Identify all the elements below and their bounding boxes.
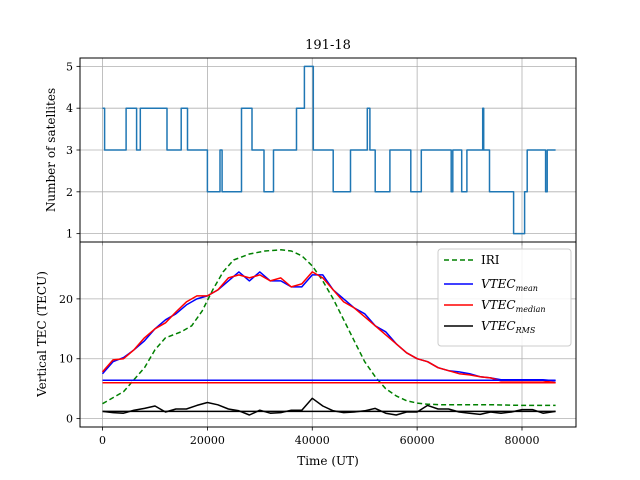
legend-label-iri: IRI xyxy=(481,253,500,267)
series-vtec-median xyxy=(101,271,556,384)
x-axis-label: Time (UT) xyxy=(297,454,359,468)
series-iri xyxy=(102,249,556,407)
x-tick-label: 60000 xyxy=(400,434,435,447)
bottom-y-tick-label: 0 xyxy=(66,413,73,426)
bottom-y-tick-label: 20 xyxy=(59,293,73,306)
top-y-tick-label: 3 xyxy=(66,144,73,157)
bottom-plot-x-ticks: 0 20000 40000 60000 80000 xyxy=(99,427,539,447)
x-tick-label: 40000 xyxy=(295,434,330,447)
x-tick-label: 80000 xyxy=(504,434,539,447)
series-vtec-rms xyxy=(102,397,556,416)
bottom-plot-frame xyxy=(79,241,577,428)
bottom-y-axis-label: Vertical TEC (TECU) xyxy=(35,271,49,398)
bottom-plot-y-ticks: 0 10 20 xyxy=(59,293,80,426)
top-y-tick-label: 5 xyxy=(66,60,73,73)
top-plot-y-ticks: 1 2 3 4 5 xyxy=(66,60,80,241)
legend: IRI VTECmean VTECmedian VTECRMS xyxy=(437,248,572,347)
series-reference-line-0 xyxy=(102,65,556,235)
top-plot-series xyxy=(102,65,556,235)
x-tick-label: 0 xyxy=(99,434,106,447)
top-y-tick-label: 4 xyxy=(66,102,73,115)
top-y-tick-label: 1 xyxy=(66,228,73,241)
chart-title: 191-18 xyxy=(305,38,351,53)
legend-box xyxy=(437,248,572,347)
top-y-axis-label: Number of satellites xyxy=(44,88,58,212)
bottom-y-tick-label: 10 xyxy=(59,353,73,366)
x-tick-label: 20000 xyxy=(190,434,225,447)
bottom-plot-series xyxy=(101,249,556,416)
top-plot-grid xyxy=(80,58,576,242)
top-y-tick-label: 2 xyxy=(66,186,73,199)
